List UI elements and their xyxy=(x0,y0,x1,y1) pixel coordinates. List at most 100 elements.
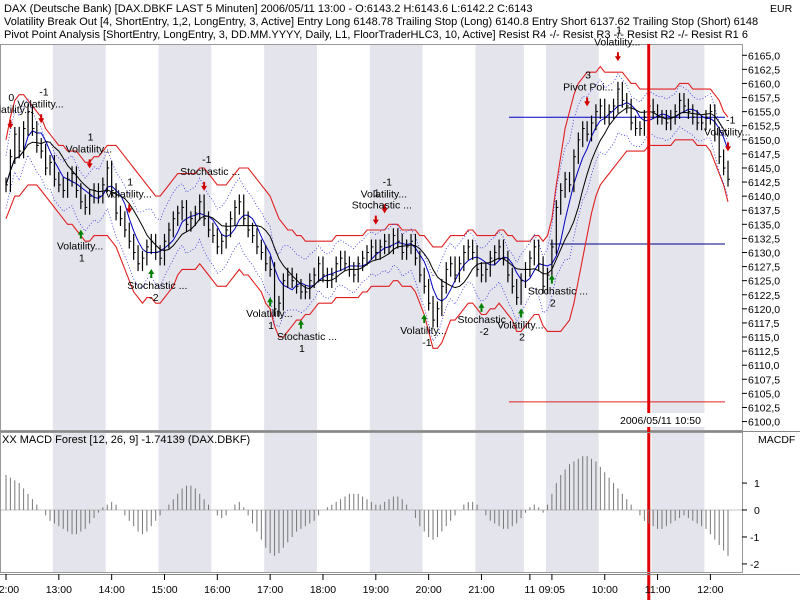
signal-label: Volatility... xyxy=(17,98,64,110)
macd-axis-title: MACDF xyxy=(758,434,795,446)
signal-label: Stochastic ... xyxy=(352,200,412,212)
sell-signal-arrow xyxy=(372,215,379,225)
time-tick-label: 12:00 xyxy=(697,584,723,596)
chart-title: DAX (Deutsche Bank) [DAX.DBKF LAST 5 Min… xyxy=(4,3,533,15)
macd-tick-label: -1 xyxy=(750,532,759,544)
price-tick-label: 6120,0 xyxy=(748,304,780,316)
macd-frame xyxy=(0,432,743,573)
price-tick-label: 6117,5 xyxy=(748,318,779,330)
buy-signal-arrow xyxy=(77,229,84,239)
signal-label: Stochastic ... xyxy=(277,331,337,343)
signal-count: 3 xyxy=(585,69,591,81)
price-tick-label: 6102,5 xyxy=(748,402,780,414)
price-tick-label: 6142,5 xyxy=(748,177,780,189)
signal-label: Volatility... xyxy=(594,36,641,48)
signal-count: 0 xyxy=(8,92,14,104)
sell-signal-arrow xyxy=(86,159,93,169)
macd-tick-label: 0 xyxy=(754,505,760,517)
sell-signal-arrow xyxy=(381,204,388,214)
signal-count: 1 xyxy=(374,188,380,200)
macd-title: XX MACD Forest [12, 26, 9] -1.74139 (DAX… xyxy=(2,434,250,446)
upper-band-line xyxy=(5,65,729,248)
signal-count: -1 xyxy=(726,114,735,126)
signal-label: Volatility... xyxy=(400,325,447,337)
price-tick-label: 6122,5 xyxy=(748,290,780,302)
price-tick-label: 6125,0 xyxy=(748,276,780,288)
signal-count: 1 xyxy=(79,253,85,265)
time-tick-label: 19:00 xyxy=(363,584,389,596)
signal-count: -2 xyxy=(149,292,158,304)
signal-label: Volatility... xyxy=(57,241,103,253)
price-tick-label: 6112,5 xyxy=(748,346,779,358)
signal-label: Volatility... xyxy=(361,188,408,200)
macd-tick-label: 1 xyxy=(754,478,760,490)
time-tick-label: 10:00 xyxy=(592,584,618,596)
price-tick-label: 6152,5 xyxy=(748,121,780,133)
buy-signal-arrow xyxy=(478,302,485,312)
time-tick-label: 17:00 xyxy=(257,584,283,596)
signal-count: 1 xyxy=(299,343,305,355)
price-tick-label: 6105,0 xyxy=(748,388,780,400)
sell-signal-arrow xyxy=(584,97,591,107)
signal-label: Volatility... xyxy=(0,104,33,116)
sell-signal-arrow xyxy=(725,142,731,152)
time-tick-label: 18:00 xyxy=(310,584,336,596)
session-shading xyxy=(52,44,705,572)
buy-signal-arrow xyxy=(297,319,304,329)
price-tick-label: 6165,0 xyxy=(748,50,780,62)
price-tick-label: 6130,0 xyxy=(748,247,780,259)
price-tick-label: 6162,5 xyxy=(748,64,780,76)
signal-label: Volatility... xyxy=(105,188,152,200)
signal-label: Pivot Poi... xyxy=(563,81,613,93)
signal-count: -1 xyxy=(383,176,392,188)
time-tick-label: 11:00 xyxy=(645,584,671,596)
time-tick-label: 15:00 xyxy=(151,584,177,596)
indicator-pivot-label: Pivot Point Analysis [ShortEntry, LongEn… xyxy=(4,29,748,41)
buy-signal-arrow xyxy=(267,297,274,307)
signal-label: Volatility... xyxy=(497,319,543,331)
signal-count: 1 xyxy=(616,24,622,36)
signal-count: -2 xyxy=(479,326,488,338)
price-tick-label: 6135,0 xyxy=(748,219,780,231)
signal-count: -1 xyxy=(422,337,431,349)
signal-label: Volatility... xyxy=(246,308,293,320)
signal-label: Stochastic ... xyxy=(180,166,240,178)
price-tick-label: 6127,5 xyxy=(748,262,780,274)
signal-count: -1 xyxy=(39,86,48,98)
price-frame xyxy=(0,44,743,431)
time-tick-label: 21:00 xyxy=(468,584,494,596)
price-tick-label: 6107,5 xyxy=(748,374,780,386)
session-shade xyxy=(264,44,317,572)
sell-signal-arrow xyxy=(7,119,14,129)
signal-count: -1 xyxy=(202,154,211,166)
session-shade xyxy=(369,44,423,572)
signal-count: 1 xyxy=(127,176,133,188)
time-tick-label: 09:05 xyxy=(539,584,565,596)
buy-signal-arrow xyxy=(421,314,428,324)
currency-label: EUR xyxy=(770,3,793,15)
signal-count: 1 xyxy=(268,320,274,332)
time-tick-label: 11 xyxy=(524,584,535,596)
price-tick-label: 6160,0 xyxy=(748,78,780,90)
session-shade xyxy=(158,44,212,572)
signal-count: 1 xyxy=(88,131,94,143)
price-tick-label: 6147,5 xyxy=(748,149,780,161)
sell-signal-arrow xyxy=(201,181,208,191)
price-tick-label: 6100,0 xyxy=(748,417,780,429)
signal-label: Stochastic ... xyxy=(528,286,588,298)
price-tick-label: 6150,0 xyxy=(748,135,780,147)
indicator-volatility-label: Volatility Break Out [4, ShortEntry, 1,2… xyxy=(4,16,758,28)
time-tick-label: 14:00 xyxy=(99,584,125,596)
signal-label: Stochastic ... xyxy=(457,314,517,326)
price-tick-label: 6137,5 xyxy=(748,205,780,217)
session-shade xyxy=(52,44,106,572)
signal-label: Stochastic ... xyxy=(127,280,187,292)
signal-count: 2 xyxy=(519,331,525,343)
sell-signal-arrow xyxy=(38,114,45,124)
price-tick-label: 6110,0 xyxy=(748,360,779,372)
cursor-date-label: 2006/05/11 10:50 xyxy=(620,415,701,427)
price-pane: 6165,0 6162,5 6160,0 6157,5 6155,0 6152,5 6150… xyxy=(0,24,800,600)
signal-count: 2 xyxy=(550,298,556,310)
price-tick-label: 6155,0 xyxy=(748,107,780,119)
macd-tick-label: -2 xyxy=(750,559,759,571)
